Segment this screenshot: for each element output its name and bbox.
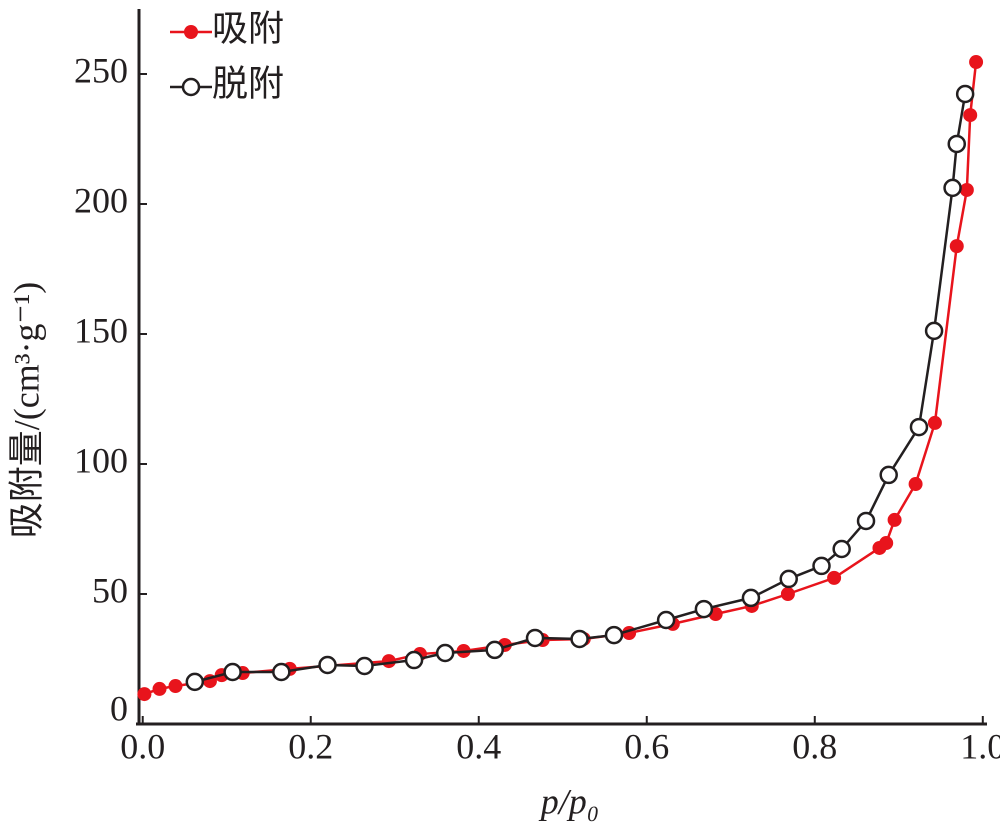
data-point [570, 629, 589, 649]
data-point [381, 654, 396, 669]
data-point [780, 587, 795, 601]
y-axis-label: 吸附量/(cm³·g⁻¹) [6, 282, 46, 539]
data-point [525, 628, 545, 648]
data-point [185, 672, 205, 692]
data-point [223, 662, 242, 682]
legend-label: 脱附 [212, 63, 284, 103]
y-tick-label: 0 [110, 688, 128, 728]
data-point [779, 569, 798, 589]
data-point [485, 640, 504, 660]
data-point [955, 84, 975, 104]
data-point [887, 512, 902, 527]
legend-label: 吸附 [212, 8, 284, 48]
data-point [924, 321, 944, 341]
data-point [812, 556, 831, 576]
x-tick-label: 0.6 [624, 726, 669, 766]
data-point [694, 599, 714, 619]
x-tick-label: 0.8 [792, 726, 837, 766]
data-point [959, 182, 974, 197]
series-line [194, 93, 967, 684]
data-point [355, 656, 374, 676]
x-tick-label: 0.0 [120, 726, 165, 766]
data-point [318, 655, 337, 675]
data-point [656, 610, 676, 630]
data-point [152, 681, 167, 696]
x-tick-label: 0.4 [456, 726, 501, 766]
data-point [879, 465, 898, 485]
y-tick-label: 150 [74, 310, 128, 350]
data-point [137, 687, 152, 702]
data-point [272, 662, 291, 682]
data-point [168, 679, 183, 694]
data-point [832, 539, 851, 559]
y-tick-label: 250 [74, 50, 128, 90]
data-point [947, 134, 967, 154]
y-tick-label: 50 [92, 570, 128, 610]
legend-marker [184, 25, 198, 39]
x-tick-label: 0.2 [288, 726, 333, 766]
data-point [943, 178, 962, 198]
y-tick-label: 200 [74, 180, 128, 220]
legend-marker [181, 77, 201, 97]
data-point [879, 536, 894, 551]
data-point [404, 650, 424, 670]
data-point [827, 570, 842, 585]
data-point [909, 417, 929, 437]
data-point [963, 108, 978, 123]
data-point [908, 477, 923, 492]
data-point [927, 415, 942, 430]
data-point [949, 239, 964, 254]
data-point [741, 588, 761, 608]
series-line [143, 61, 978, 696]
data-point [604, 625, 624, 645]
data-point [856, 511, 876, 531]
x-tick-label: 1.0 [960, 726, 1000, 766]
x-axis-label: p/p₀ [538, 781, 600, 821]
y-tick-label: 100 [74, 440, 128, 480]
data-point [435, 643, 455, 663]
data-point [969, 55, 984, 70]
